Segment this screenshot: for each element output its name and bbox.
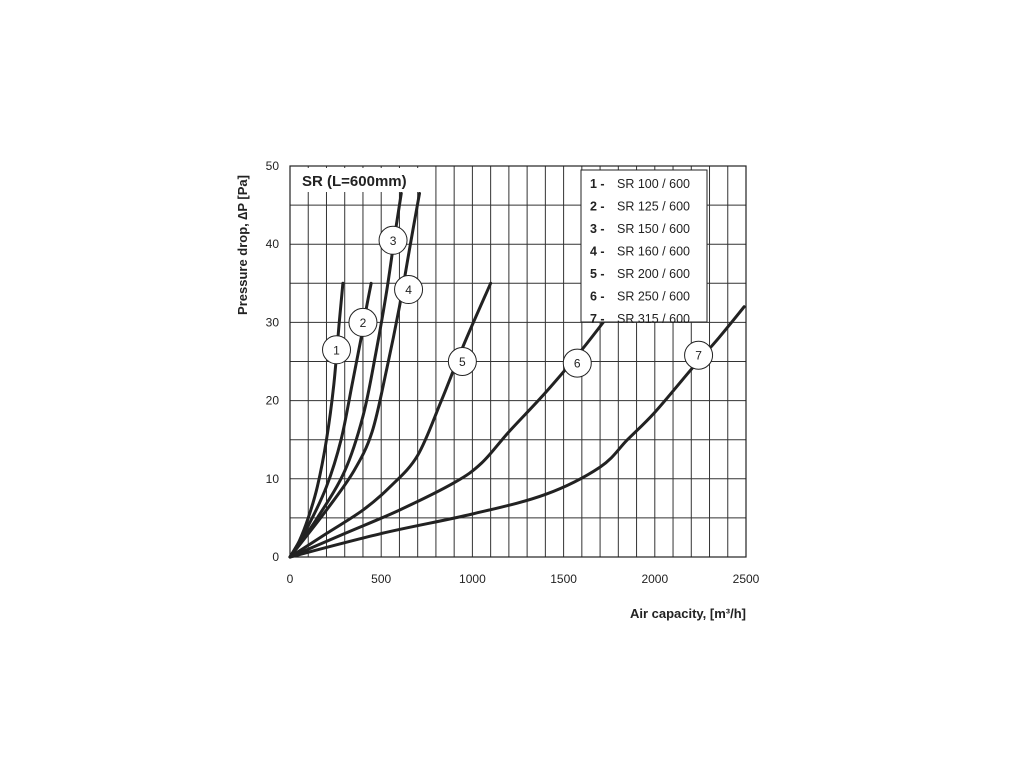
chart-title: SR (L=600mm) [302,173,407,190]
legend-entry-number: 1 - [590,177,605,191]
x-tick-label: 0 [287,572,294,586]
curve-label-4: 4 [405,283,412,297]
x-tick-label: 1000 [459,572,486,586]
x-tick-label: 2000 [641,572,668,586]
curve-5 [288,281,493,559]
grid-lines [289,165,747,558]
y-axis-label: Pressure drop, ∆P [Pa] [235,175,250,315]
plot-frame [289,165,747,558]
x-tick-label: 1500 [550,572,577,586]
legend-entry-label: SR 100 / 600 [617,177,690,191]
curve-label-circle [684,340,714,370]
legend-entry-label: SR 200 / 600 [617,267,690,281]
curve-label-circle [322,335,352,365]
curve-labels: 1 2 3 4 5 6 7 [322,225,714,378]
legend-entry-label: SR 160 / 600 [617,245,690,259]
legend-entry-label: SR 250 / 600 [617,290,690,304]
legend-entry-number: 5 - [590,267,605,281]
x-tick-labels: 0 500 1000 1500 2000 2500 [287,572,760,586]
curves [288,191,746,559]
y-tick-label: 50 [266,159,280,173]
legend-entry-number: 3 - [590,222,605,236]
curve-label-5: 5 [459,355,466,369]
legend-entry-label: SR 315 / 600 [617,312,690,326]
curve-label-circle [394,275,424,305]
curve-label-6: 6 [574,357,581,371]
curve-label-1: 1 [333,343,340,357]
y-tick-label: 40 [266,237,280,251]
legend-entry-number: 7 - [590,312,605,326]
y-tick-label: 30 [266,315,280,329]
y-tick-labels: 0 10 20 30 40 50 [266,159,280,564]
curve-label-circle [378,225,408,255]
y-tick-label: 10 [266,472,280,486]
x-tick-label: 2500 [733,572,760,586]
x-axis-label: Air capacity, [m³/h] [630,606,746,621]
legend-entry-label: SR 150 / 600 [617,222,690,236]
legend-box [580,169,708,323]
legend-entry-number: 4 - [590,245,605,259]
curve-label-circle [447,347,477,376]
x-tick-label: 500 [371,572,391,586]
curve-label-3: 3 [390,234,397,248]
legend: 1 - SR 100 / 600 2 - SR 125 / 600 3 - SR 150 … [590,177,690,326]
curve-label-7: 7 [695,349,702,363]
curve-label-circle [562,348,592,378]
y-tick-label: 0 [272,550,279,564]
legend-entry-label: SR 125 / 600 [617,200,690,214]
legend-entry-number: 2 - [590,200,605,214]
legend-entry-number: 6 - [590,290,605,304]
y-tick-label: 20 [266,394,280,408]
curve-4 [288,191,421,559]
curve-label-2: 2 [360,316,367,330]
chart-title-box [296,168,420,192]
curve-label-circle [348,307,378,337]
